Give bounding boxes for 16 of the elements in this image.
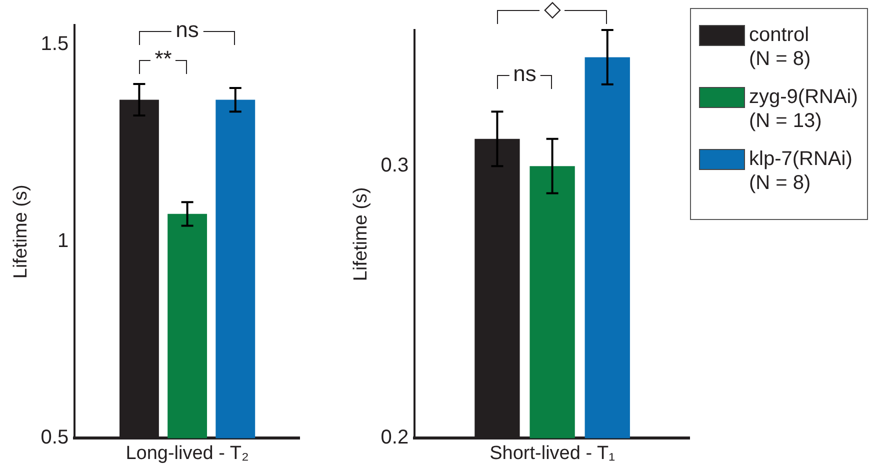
legend-label: klp-7(RNAi) (N = 8) — [749, 148, 852, 194]
x-tick-label: Short-lived - T₁ — [490, 442, 615, 464]
y-axis-title: Lifetime (s) — [10, 184, 32, 279]
legend-label: zyg-9(RNAi) (N = 13) — [749, 86, 858, 132]
annotation: ** — [150, 46, 176, 71]
annotation: ns — [172, 16, 203, 42]
y-tick-label: 1 — [57, 230, 69, 252]
y-tick-label: 1.5 — [40, 33, 69, 56]
y-axis-title: Lifetime (s) — [350, 187, 372, 282]
y-tick-label: 0.5 — [40, 426, 69, 449]
y-tick-label: 0.2 — [380, 426, 409, 449]
annotation: ns — [509, 60, 540, 86]
text: ◇ — [540, 0, 565, 21]
y-tick-label: 0.3 — [380, 154, 409, 177]
legend-label: control (N = 8) — [749, 24, 811, 70]
x-tick-label: Long-lived - T₂ — [126, 442, 249, 464]
